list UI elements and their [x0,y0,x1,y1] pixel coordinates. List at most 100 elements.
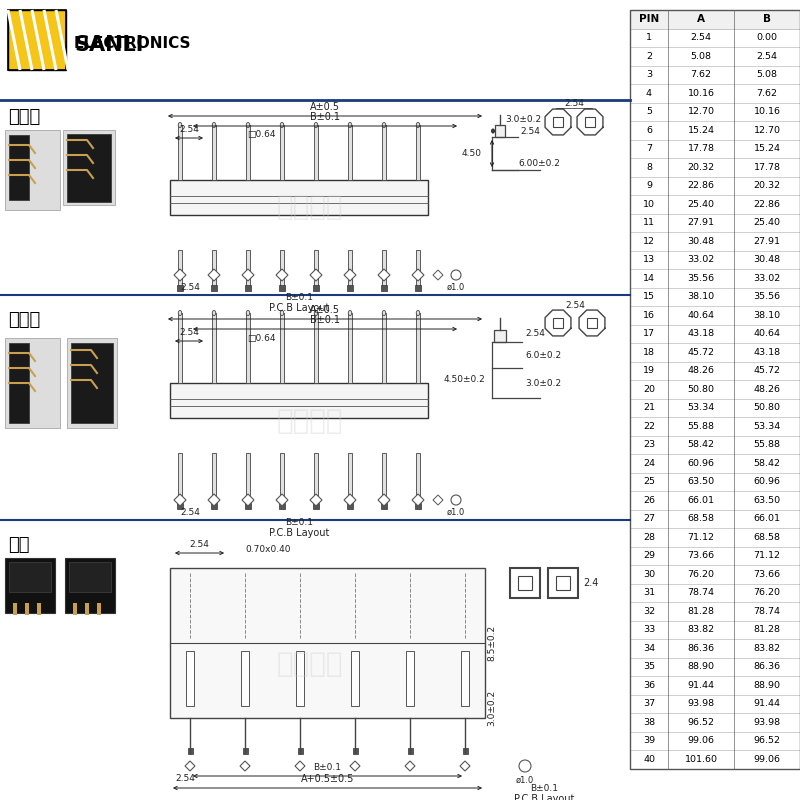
Bar [585,117,595,127]
Text: 40.64: 40.64 [754,330,781,338]
Bar [314,125,318,180]
Bar [246,453,250,508]
Bar [630,139,800,158]
Text: 26: 26 [643,496,655,505]
Bar [630,325,800,343]
Bar [630,195,800,214]
Text: 30.48: 30.48 [754,255,781,264]
Text: B±0.1: B±0.1 [285,293,313,302]
Text: 27.91: 27.91 [754,237,781,246]
Bar [348,250,352,290]
Bar [415,503,421,509]
Bar [212,313,216,383]
Text: 23: 23 [643,440,655,450]
Text: 81.28: 81.28 [754,626,781,634]
Text: 60.96: 60.96 [687,458,714,468]
Text: 43.18: 43.18 [687,330,714,338]
Text: 6.00±0.2: 6.00±0.2 [518,158,560,167]
Text: 22: 22 [643,422,655,430]
Text: 24: 24 [643,458,655,468]
Text: 40.64: 40.64 [687,310,714,320]
Text: 28: 28 [643,533,655,542]
Bar [406,651,414,706]
Bar [211,285,217,291]
Text: B±0.1: B±0.1 [285,518,313,527]
Polygon shape [433,270,443,280]
Bar [630,713,800,731]
Text: 71.12: 71.12 [754,551,781,560]
Text: 2.54: 2.54 [565,301,585,310]
Text: B±0.1: B±0.1 [310,315,340,325]
Bar [279,285,285,291]
Text: 2.54: 2.54 [180,283,200,292]
Text: 9: 9 [646,182,652,190]
Text: 55.88: 55.88 [754,440,781,450]
Text: □0.64: □0.64 [246,130,275,139]
Bar [348,313,352,383]
Bar [353,748,358,754]
Text: 35.56: 35.56 [754,292,781,302]
Bar [630,658,800,676]
Bar [313,503,319,509]
Bar [553,318,563,328]
Text: 4.50: 4.50 [462,149,482,158]
Bar [630,454,800,473]
Bar [9,343,29,423]
Polygon shape [174,494,186,506]
Bar [630,491,800,510]
Text: 三力电子: 三力电子 [277,407,343,435]
Bar [630,158,800,177]
Bar [170,383,428,418]
Bar [245,503,251,509]
Bar [188,748,193,754]
Text: 40: 40 [643,754,655,764]
Text: 76.20: 76.20 [754,588,781,598]
Text: 3: 3 [646,70,652,79]
Text: A±0.5: A±0.5 [310,305,340,315]
Bar [416,250,420,290]
Bar [630,694,800,713]
Ellipse shape [416,310,420,315]
Text: 2.54: 2.54 [180,508,200,517]
Bar [186,651,194,706]
Bar [212,453,216,508]
Text: 58.42: 58.42 [687,440,714,450]
Bar [178,125,182,180]
Text: 38.10: 38.10 [687,292,714,302]
Ellipse shape [382,310,386,315]
Text: 55.88: 55.88 [687,422,714,430]
Bar [5,338,60,428]
Text: 96.52: 96.52 [687,718,714,726]
Bar [348,125,352,180]
Text: 20.32: 20.32 [754,182,781,190]
Text: 8.5±0.2: 8.5±0.2 [487,625,497,661]
Text: 78.74: 78.74 [687,588,714,598]
Text: 99.06: 99.06 [754,754,781,764]
Text: 53.34: 53.34 [687,403,714,412]
Text: 45.72: 45.72 [754,366,781,375]
Polygon shape [174,269,186,281]
Bar [280,250,284,290]
Text: 60.96: 60.96 [754,478,781,486]
Polygon shape [310,269,322,281]
Text: 91.44: 91.44 [754,699,781,708]
Bar [8,10,66,70]
Text: 50.80: 50.80 [754,403,781,412]
Bar [630,66,800,84]
Polygon shape [276,494,288,506]
Text: P.C.B Layout: P.C.B Layout [514,794,574,800]
Bar [548,568,578,598]
Text: 4.50±0.2: 4.50±0.2 [443,375,485,385]
Ellipse shape [280,122,284,127]
Bar [178,250,182,290]
Bar [9,135,29,200]
Bar [313,285,319,291]
Text: 27.91: 27.91 [687,218,714,227]
Text: 2.54: 2.54 [190,540,210,549]
Text: 33.02: 33.02 [754,274,781,282]
Text: 7: 7 [646,144,652,154]
Ellipse shape [178,122,182,127]
Text: 96.52: 96.52 [754,736,781,746]
Bar [630,287,800,306]
Text: 2: 2 [646,52,652,61]
